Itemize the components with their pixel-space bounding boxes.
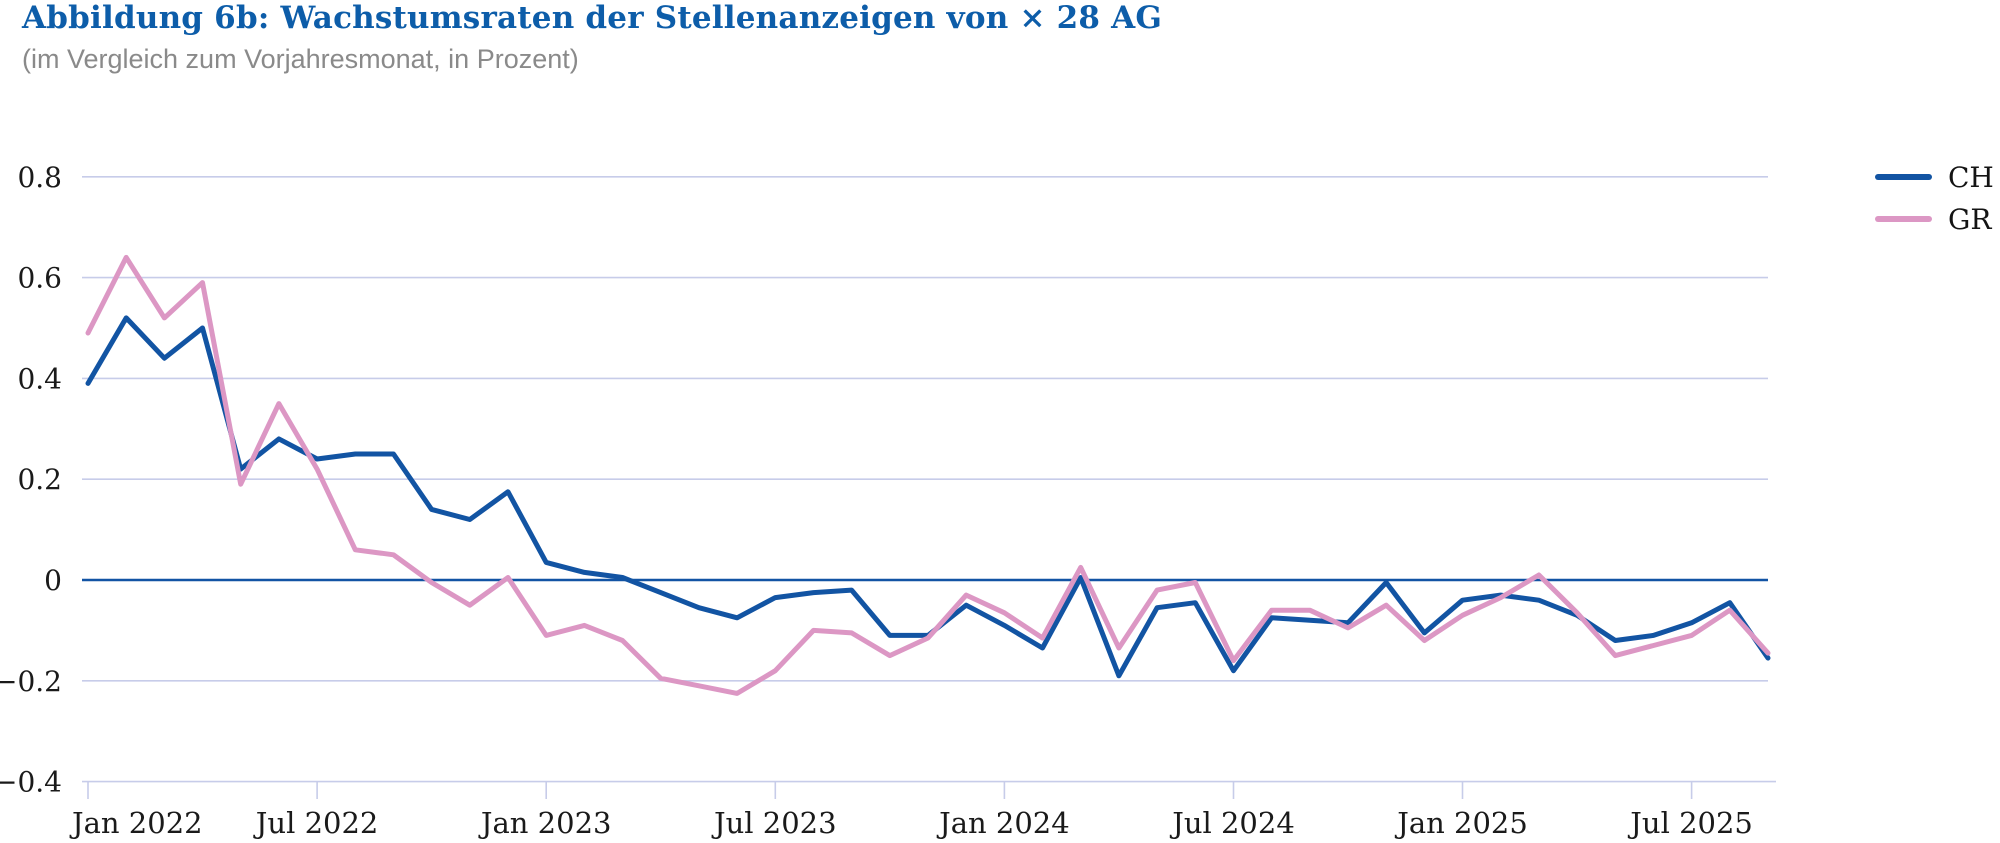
y-tick-label: 0.8 <box>17 161 62 194</box>
legend-item-ch: CH <box>1875 156 1994 198</box>
y-tick-label: 0.6 <box>17 262 62 295</box>
chart-title: Abbildung 6b: Wachstumsraten der Stellen… <box>22 0 1163 36</box>
chart-subtitle: (im Vergleich zum Vorjahresmonat, in Pro… <box>22 44 579 74</box>
legend-label-gr: GR <box>1948 202 1992 236</box>
x-tick-label: Jul 2022 <box>253 806 379 840</box>
y-tick-label: −0.2 <box>0 665 62 698</box>
legend-item-gr: GR <box>1875 198 1994 240</box>
x-tick-label: Jan 2025 <box>1394 806 1528 840</box>
y-tick-label: 0 <box>44 564 62 597</box>
legend-label-ch: CH <box>1948 160 1994 194</box>
series-line-ch <box>85 315 1771 679</box>
x-tick-label: Jan 2022 <box>69 806 203 840</box>
y-tick-label: −0.4 <box>0 766 62 799</box>
ch-line-swatch-icon <box>1875 174 1932 180</box>
y-tick-label: 0.4 <box>17 362 62 395</box>
legend: CH GR <box>1875 156 1994 240</box>
x-tick-label: Jul 2023 <box>711 806 837 840</box>
series-line-gr <box>85 254 1771 696</box>
y-tick-label: 0.2 <box>17 463 62 496</box>
x-tick-label: Jul 2024 <box>1169 806 1295 840</box>
x-tick-label: Jan 2023 <box>478 806 612 840</box>
x-tick-label: Jul 2025 <box>1627 806 1753 840</box>
gr-line-swatch-icon <box>1875 216 1932 222</box>
x-tick-label: Jan 2024 <box>936 806 1070 840</box>
